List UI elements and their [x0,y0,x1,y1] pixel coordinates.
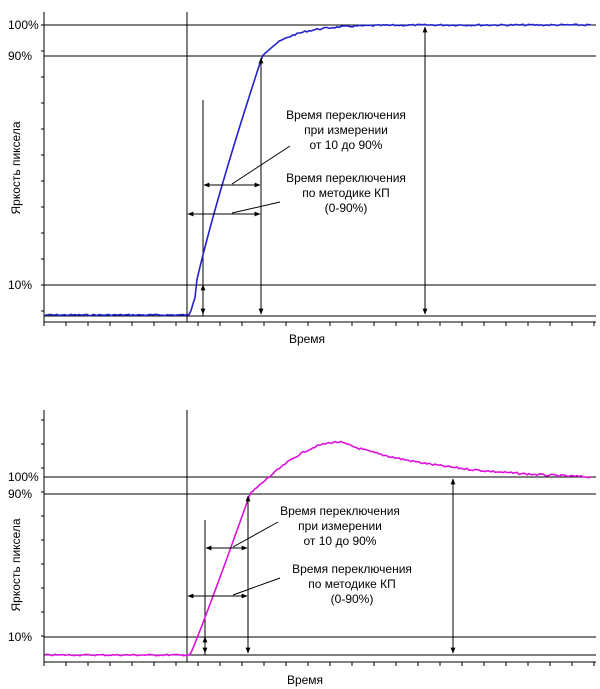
y-ticks-2 [41,419,44,637]
annotation-4-line-1: Время переключения [292,562,412,576]
leader-2a [232,521,279,548]
level-100-label-2: 100% [8,470,39,484]
annotation-2-line-2: по методике КП [302,186,390,200]
annotation-3-line-1: Время переключения [280,504,400,518]
level-90-label-1: 90% [8,49,32,63]
annotation-4-line-2: по методике КП [308,577,396,591]
panel-1: 100% 90% 10% Яркость пиксела Время Время… [8,12,596,346]
y-axis-label-1: Яркость пиксела [9,121,23,214]
annotation-3-line-3: от 10 до 90% [304,534,377,548]
y-axis-label-2: Яркость пиксела [9,518,23,611]
annotation-1-line-1: Время переключения [286,108,406,122]
annotation-1-line-2: при измерении [304,123,388,137]
leader-2b [232,577,281,596]
level-10-label-2: 10% [8,630,32,644]
level-100-label-1: 100% [8,18,39,32]
annotation-2-line-3: (0-90%) [325,201,368,215]
x-axis-label-2: Время [287,673,323,687]
brightness-curve-2 [44,440,592,657]
level-90-label-2: 90% [8,487,32,501]
annotation-3-line-2: при измерении [298,519,382,533]
leader-1a [231,145,291,185]
panel-2: 100% 90% 10% Яркость пиксела Время Время… [8,410,596,687]
annotation-4-line-3: (0-90%) [331,592,374,606]
leader-1b [231,201,281,214]
x-ticks-1 [43,322,595,326]
annotation-2-line-1: Время переключения [286,171,406,185]
x-axis-label-1: Время [289,332,325,346]
y-ticks-1 [41,24,44,312]
annotation-1-line-3: от 10 до 90% [310,138,383,152]
brightness-curve-1 [44,23,592,317]
level-10-label-1: 10% [8,278,32,292]
x-ticks-2 [43,662,595,666]
